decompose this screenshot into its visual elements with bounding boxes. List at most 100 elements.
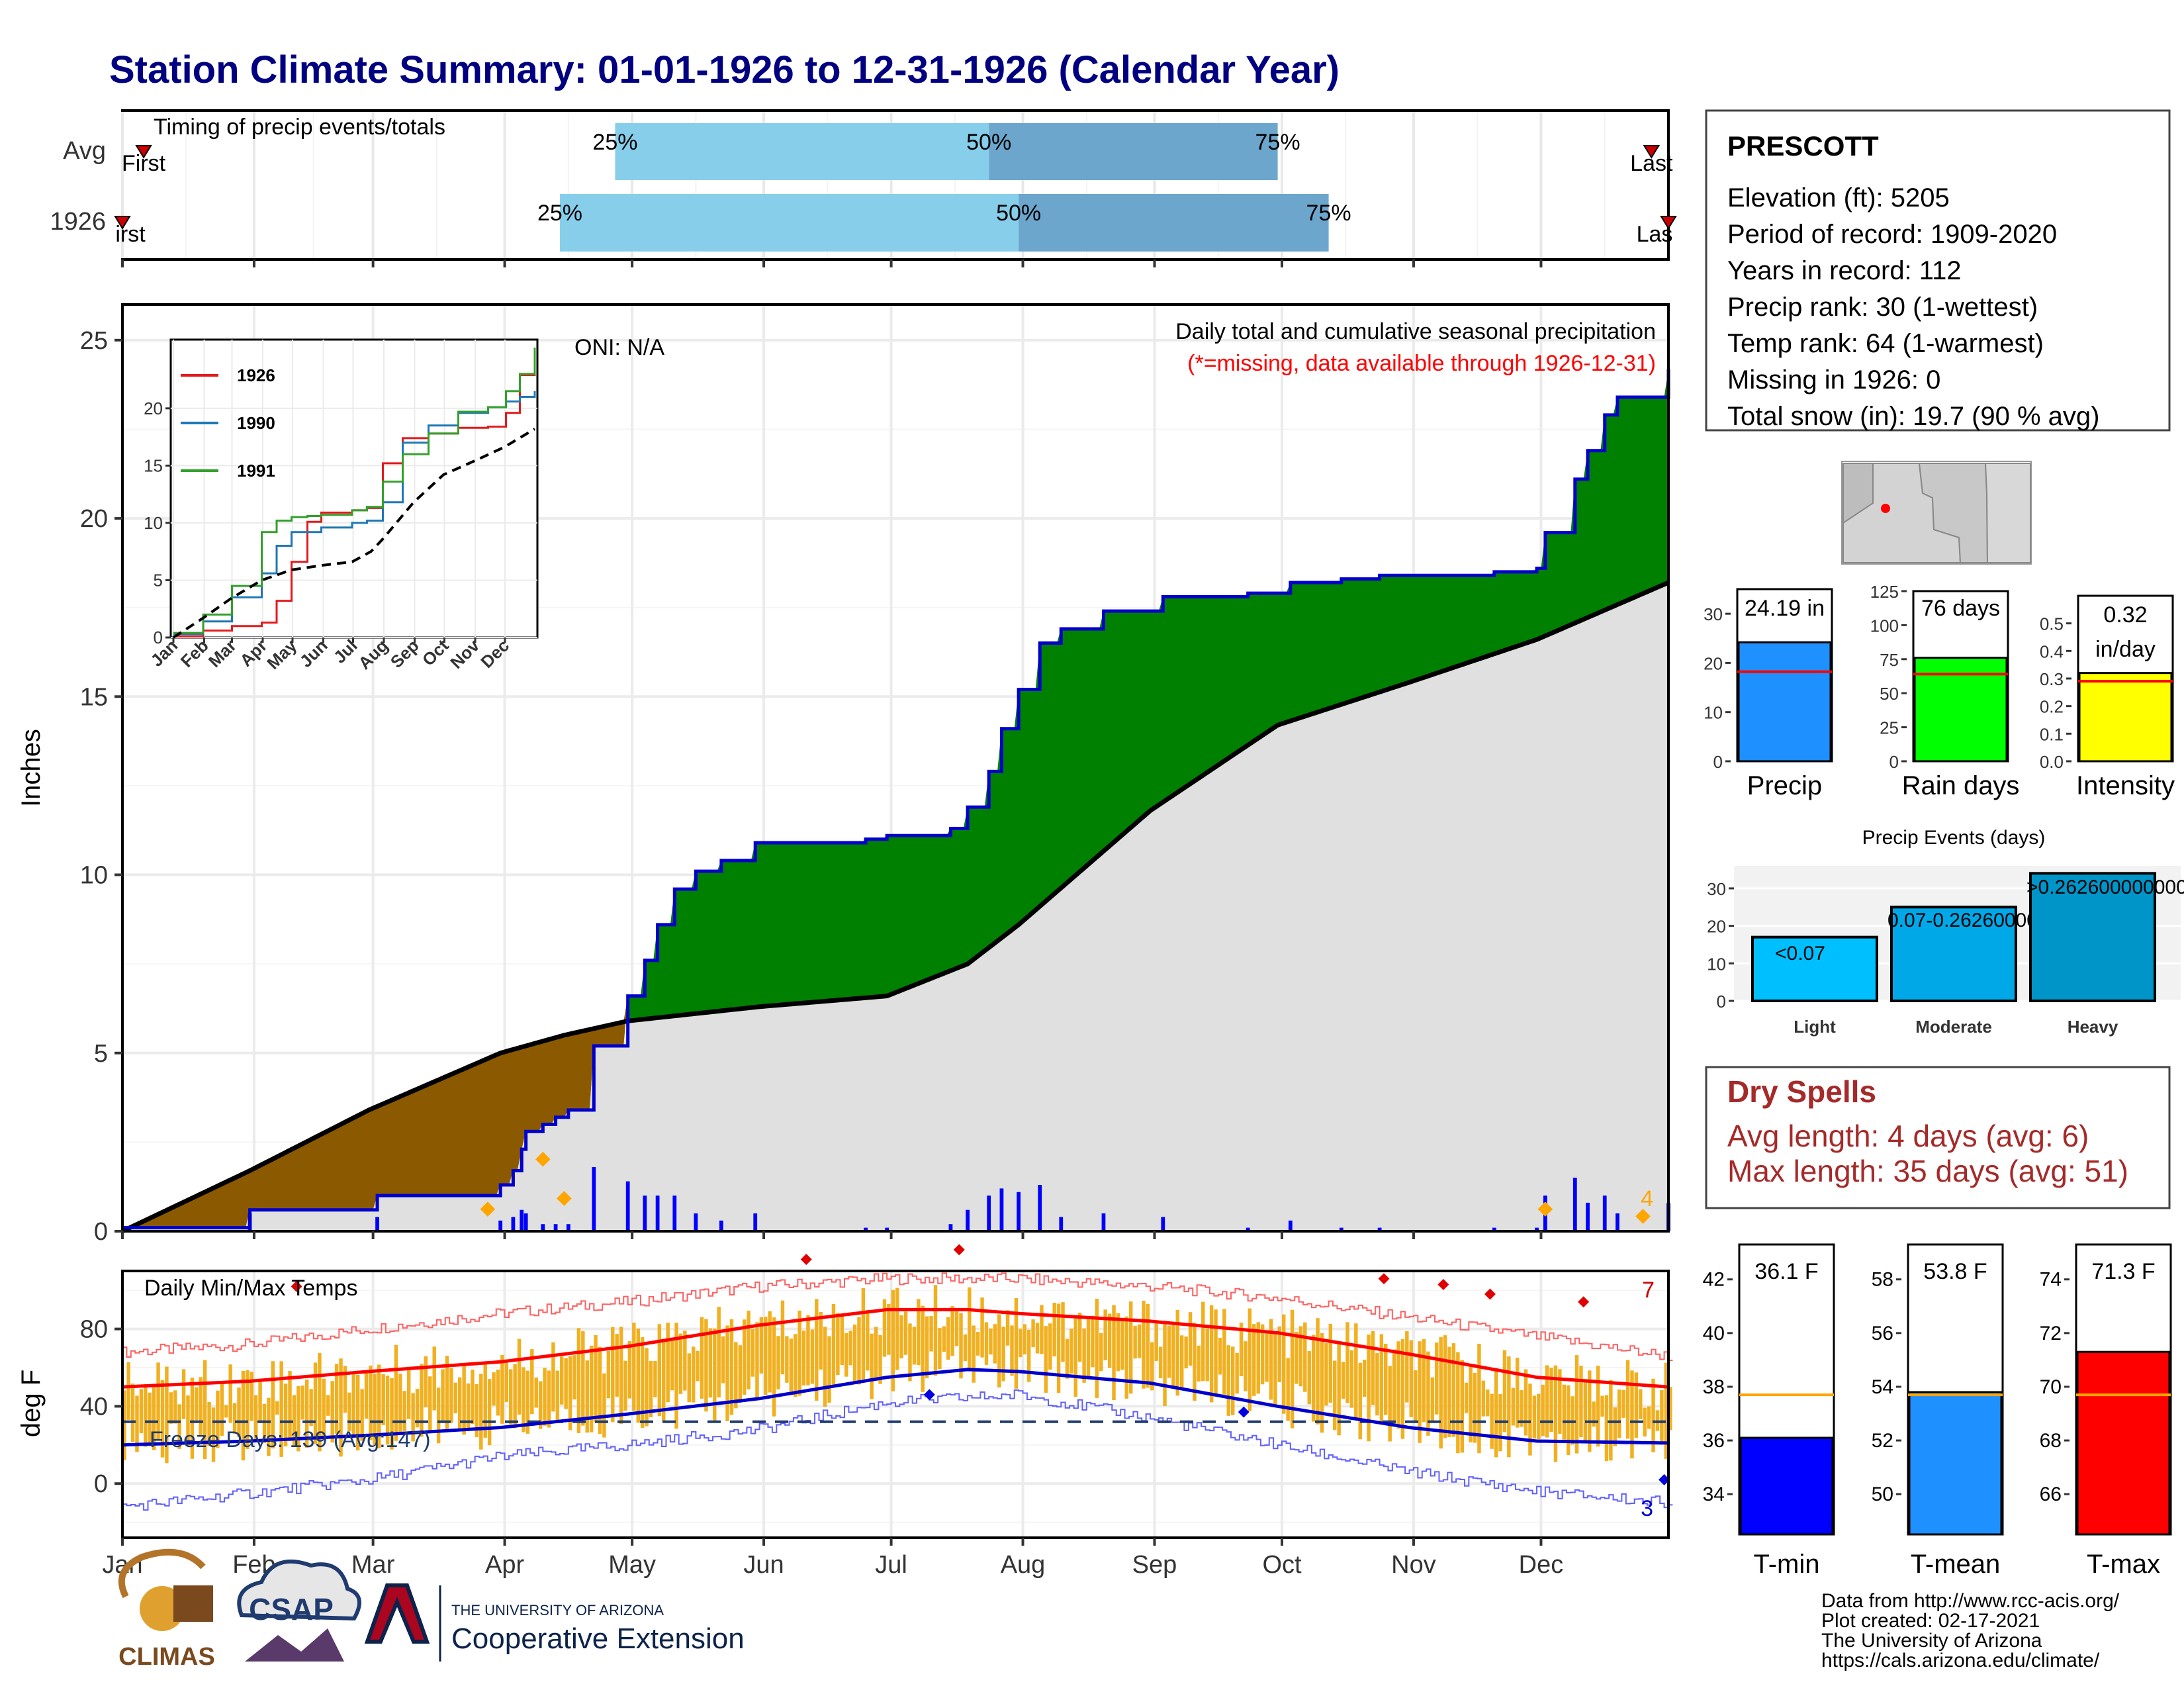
daily-temp-bar [1651,1378,1655,1453]
daily-temp-bar [852,1324,857,1383]
inset-legend: 1926 1990 1991 [181,365,275,481]
mini-bar-tick-label: 0.3 [2040,669,2064,689]
station-info-box: PRESCOTT Elevation (ft): 5205 Period of r… [1705,109,2171,432]
daily-temp-bar [1175,1309,1180,1396]
station-location-marker [1881,504,1890,513]
daily-temp-bar [815,1299,819,1401]
daily-temp-bar [1133,1325,1137,1359]
events-bar [1751,935,1878,1002]
daily-temp-bar [415,1389,420,1428]
daily-temp-bar [768,1311,772,1393]
daily-temp-bar [1392,1349,1396,1425]
daily-temp-bar [432,1346,436,1411]
ua-logo: THE UNIVERSITY OF ARIZONA Cooperative Ex… [364,1583,745,1662]
daily-temp-bar [687,1353,691,1403]
daily-temp-bar [139,1389,144,1434]
daily-temp-bar [351,1373,356,1438]
daily-temp-bar [866,1309,870,1371]
daily-extreme-marker [557,1191,572,1206]
csap-logo-text: CSAP [249,1592,334,1626]
daily-temp-bar [734,1342,738,1409]
daily-temp-bar [411,1393,415,1442]
events-category-label: Heavy [2068,1017,2118,1037]
daily-temp-bar [300,1385,304,1420]
timing-row-1926-label: 1926 [50,208,106,236]
daily-temp-bar [1005,1310,1010,1346]
daily-temp-bar [891,1289,895,1391]
daily-temp-bar [1163,1321,1167,1407]
daily-temp-bar [1328,1323,1333,1403]
daily-temp-bar [1124,1316,1129,1399]
mini-bar-value [1737,641,1832,763]
daily-precip-bar [885,1227,889,1231]
daily-temp-bar [1660,1389,1664,1445]
footer-credit-line: The University of Arizona [1821,1630,2042,1652]
daily-temp-bar [598,1346,602,1434]
daily-temp-bar [1481,1380,1486,1417]
footer-credit-line: https://cals.arizona.edu/climate/ [1821,1650,2100,1671]
daily-temp-bar [369,1365,373,1440]
daily-temp-bar [1260,1324,1265,1385]
daily-temp-bar [267,1397,271,1456]
daily-temp-bar [288,1370,292,1442]
daily-temp-bar [895,1288,899,1370]
daily-temp-bar [496,1369,500,1416]
daily-precip-bar [1161,1217,1165,1231]
daily-temp-bar [487,1379,492,1446]
daily-temp-bar [330,1381,334,1443]
events-y-tick-label: 30 [1707,879,1726,899]
daily-temp-bar [347,1392,351,1432]
timing-pct-label: 50% [996,201,1041,226]
daily-temp-bar [1040,1305,1044,1354]
daily-temp-bar [381,1374,385,1425]
events-bar [1890,906,2017,1003]
precip-y-tick-label: 20 [80,505,108,533]
daily-temp-bar [959,1313,963,1379]
record-max-marker [1378,1273,1390,1285]
first-event-label: First [122,151,166,176]
daily-temp-bar [1073,1318,1077,1397]
daily-temp-bar [602,1373,606,1438]
daily-temp-bar [636,1329,640,1423]
daily-temp-bar [207,1401,211,1446]
daily-temp-bar [1596,1366,1600,1447]
daily-temp-bar [683,1331,687,1391]
daily-temp-bar [632,1323,636,1411]
daily-temp-bar [492,1372,496,1406]
footer-credit-line: Data from http://www.rcc-acis.org/ [1821,1590,2120,1612]
daily-precip-bar [864,1227,868,1231]
climas-box-icon [173,1585,213,1622]
daily-temp-bar [1579,1366,1583,1438]
daily-temp-bar [1409,1340,1413,1417]
daily-temp-bar [1001,1327,1005,1382]
daily-temp-bar [296,1386,300,1452]
daily-precip-bar [1492,1227,1496,1231]
daily-temp-bar [942,1326,946,1352]
daily-temp-bar [1574,1355,1579,1454]
daily-temp-bar [1303,1322,1307,1392]
daily-temp-bar [1023,1324,1026,1355]
daily-temp-bar [1014,1297,1019,1389]
station-detail-line: Elevation (ft): 5205 [1727,183,1950,212]
daily-temp-bar [1112,1305,1116,1401]
csap-mountain-icon [245,1628,344,1662]
daily-temp-bar [525,1370,530,1434]
mini-bar-tick-label: 30 [1704,604,1723,624]
daily-temp-bar [364,1371,369,1419]
daily-temp-bar [1035,1323,1040,1354]
daily-temp-bar [653,1361,657,1397]
station-detail-line: Total snow (in): 19.7 (90 % avg) [1727,402,2099,431]
daily-temp-bar [1307,1351,1311,1405]
mini-bar-tick-label: 70 [2040,1376,2062,1398]
daily-temp-bar [169,1392,173,1424]
precip-y-tick-label: 15 [80,683,108,711]
daily-temp-bar [462,1364,466,1435]
dry-spells-avg: Avg length: 4 days (avg: 6) [1727,1119,2089,1153]
daily-temp-bar [997,1314,1001,1387]
daily-temp-bar [1413,1370,1418,1421]
daily-temp-bar [836,1313,840,1376]
location-map [1841,461,2032,565]
daily-temp-bar [1184,1336,1188,1369]
mini-bar-tick-label: 34 [1703,1483,1725,1505]
mini-bar-title: Intensity [2076,771,2175,800]
